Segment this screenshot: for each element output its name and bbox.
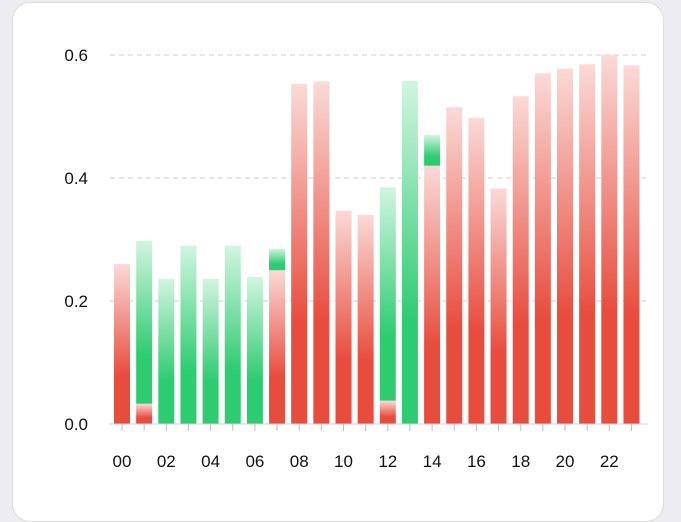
bar-segment-12-1: [379, 187, 396, 401]
x-tick-label: 16: [467, 452, 486, 471]
bar-segment-18-0: [512, 96, 529, 424]
bar-segment-01-0: [136, 403, 153, 424]
x-tick-label: 22: [600, 452, 619, 471]
bar-segment-21-0: [579, 64, 596, 424]
bar-segment-11-0: [357, 214, 374, 424]
bar-segment-07-1: [269, 248, 286, 271]
bar-segment-08-0: [291, 83, 308, 425]
x-tick-label: 12: [378, 452, 397, 471]
bar-segment-06-1: [246, 277, 263, 424]
bar-segment-23-0: [623, 65, 640, 424]
bar-segment-15-0: [446, 107, 463, 425]
bar-segment-20-0: [557, 68, 573, 424]
x-tick-label: 14: [423, 452, 442, 471]
x-tick-label: 10: [334, 452, 353, 471]
bar-segment-03-1: [180, 245, 197, 424]
bar-segment-04-1: [202, 278, 219, 424]
x-tick-label: 20: [556, 452, 575, 471]
x-tick-label: 04: [201, 452, 220, 471]
bar-segment-10-0: [335, 210, 352, 424]
bar-segment-14-0: [424, 165, 441, 424]
axes: 0.0 0.2 0.4 0.6 00 02 04 06 08 10 12 14 16 18 20 22: [64, 46, 648, 471]
bar-segment-00-0: [114, 264, 130, 424]
bars: [114, 55, 640, 425]
bar-segment-12-0: [379, 400, 396, 424]
bar-segment-14-1: [424, 134, 441, 166]
bar-segment-01-1: [136, 240, 153, 404]
x-tick-label: 06: [245, 452, 264, 471]
bar-segment-16-0: [468, 117, 485, 424]
x-tick-label: 18: [511, 452, 530, 471]
bar-segment-22-0: [601, 55, 618, 424]
bar-segment-17-0: [490, 188, 507, 424]
bar-segment-13-1: [401, 80, 418, 424]
bar-segment-05-1: [224, 245, 241, 424]
bar-segment-02-1: [158, 278, 175, 424]
bar-segment-19-0: [534, 73, 551, 424]
y-tick-label: 0.0: [64, 415, 88, 434]
x-tick-label: 00: [113, 452, 132, 471]
y-tick-label: 0.6: [64, 46, 88, 65]
x-tick-label: 08: [290, 452, 309, 471]
bar-segment-09-0: [313, 81, 330, 424]
y-tick-label: 0.4: [64, 169, 88, 188]
x-tick-label: 02: [157, 452, 176, 471]
bar-chart: 0.0 0.2 0.4 0.6 00 02 04 06 08 10 12 14 16 18 20 22: [64, 46, 648, 471]
y-tick-label: 0.2: [64, 292, 88, 311]
bar-segment-07-0: [269, 270, 286, 424]
